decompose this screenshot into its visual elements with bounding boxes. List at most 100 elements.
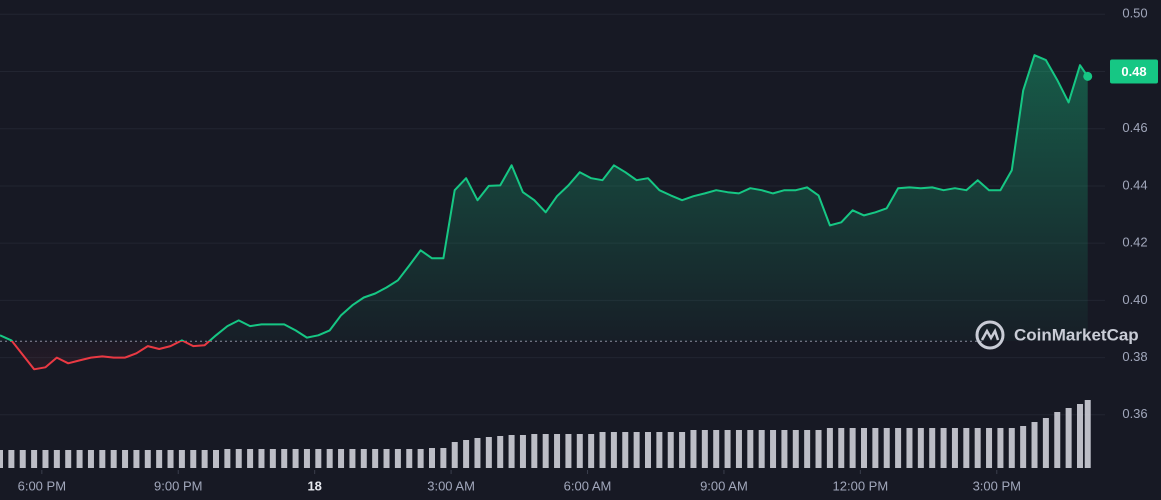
volume-bar [1054,412,1061,468]
volume-bar [951,428,958,468]
volume-bar [303,449,310,468]
volume-bar [588,434,595,468]
volume-bar [735,430,742,468]
volume-bar [610,432,617,468]
x-tick-label: 3:00 AM [427,478,475,493]
y-tick-label: 0.36 [1122,406,1147,421]
volume-bar [360,449,367,468]
volume-bar [110,450,117,468]
volume-bar [1065,408,1072,468]
volume-bar [281,449,288,468]
volume-bar [1076,404,1083,468]
volume-bar [349,449,356,468]
volume-bar [19,450,26,468]
x-tick-label: 9:00 PM [154,478,202,493]
volume-bar [1042,418,1049,468]
price-tag-label: 0.48 [1121,64,1146,79]
y-tick-label: 0.40 [1122,292,1147,307]
volume-bar [519,435,526,468]
axes: 0.36 0.38 0.40 0.42 0.44 0.46 0.48 0.50 6:00 PM 9… [18,6,1158,493]
price-tag-box [1110,59,1158,84]
volume-bar [872,428,879,468]
volume-bar [247,449,254,468]
y-tick-label: 0.38 [1122,349,1147,364]
x-tick-label: 6:00 PM [18,478,66,493]
x-tick-label: 9:00 AM [700,478,748,493]
watermark-text: CoinMarketCap [1014,325,1139,344]
volume-bar [190,450,197,468]
volume-bar [576,434,583,468]
volume-bar [383,449,390,468]
volume-bar [156,450,163,468]
volume-bar [758,430,765,468]
volume-bar [0,450,3,468]
volume-bar [860,428,867,468]
volume-bar [542,434,549,468]
y-tick-label: 0.44 [1122,177,1147,192]
volume-bar [554,434,561,468]
volume-bar [122,450,129,468]
volume-bar [804,430,811,468]
volume-bar [65,450,72,468]
watermark-logo-mark [980,327,1000,341]
volume-bar [644,432,651,468]
x-tick-label: 6:00 AM [564,478,612,493]
volume-bar [883,428,890,468]
price-line [0,54,1093,371]
volume-bar [770,430,777,468]
price-area [0,55,1088,370]
volume-bar [1008,428,1015,468]
volume-bar [986,428,993,468]
volume-bar [963,428,970,468]
volume-bar [724,430,731,468]
volume-bar [167,450,174,468]
volume-bar [394,449,401,468]
volume-bar [428,448,435,468]
volume-bars [0,400,1091,468]
volume-bar [940,428,947,468]
volume-bar [201,450,208,468]
volume-bar [212,450,219,468]
watermark: CoinMarketCap [975,320,1139,350]
volume-bar [451,442,458,468]
watermark-logo [975,320,1005,350]
volume-bar [633,432,640,468]
volume-bar [531,434,538,468]
volume-bar [485,437,492,468]
volume-bar [997,428,1004,468]
volume-bar [895,428,902,468]
volume-bar [338,449,345,468]
volume-bar [31,450,38,468]
last-point [1083,71,1093,81]
volume-bar [701,430,708,468]
volume-bar [87,450,94,468]
volume-bar [679,432,686,468]
volume-bar [815,430,822,468]
volume-bar [849,428,856,468]
volume-bar [417,449,424,468]
volume-bar [133,450,140,468]
volume-bar [667,432,674,468]
volume-bar [599,432,606,468]
y-tick-label: 0.46 [1122,120,1147,135]
volume-bar [713,430,720,468]
volume-bar [76,450,83,468]
volume-bar [1084,400,1091,468]
volume-bar [474,438,481,468]
volume-bar [235,449,242,468]
volume-bar [326,449,333,468]
volume-bar [1020,426,1027,468]
y-tick-label: 0.50 [1122,6,1147,21]
volume-bar [906,428,913,468]
x-tick-label: 18 [307,478,321,493]
volume-bar [8,450,15,468]
volume-bar [440,448,447,468]
volume-bar [929,428,936,468]
volume-bar [42,450,49,468]
volume-bar [463,440,470,468]
volume-bar [792,430,799,468]
volume-bar [99,450,106,468]
volume-bar [1031,422,1038,468]
